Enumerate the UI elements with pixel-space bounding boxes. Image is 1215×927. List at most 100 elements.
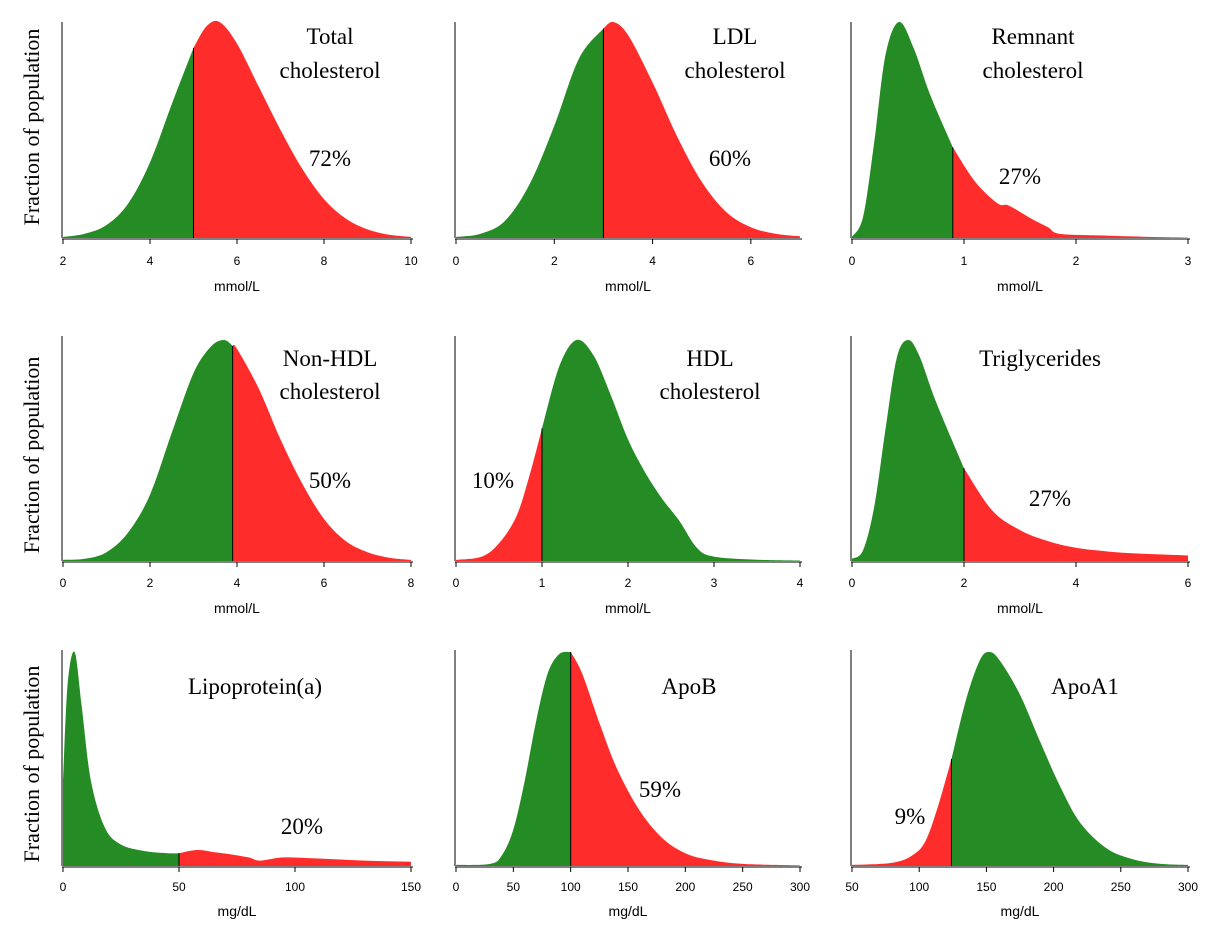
x-tick-label: 2: [147, 576, 154, 590]
x-axis-label: mmol/L: [214, 600, 260, 616]
area-below-cutoff: [456, 28, 604, 238]
row-1-ylabel: Fraction of population: [19, 29, 44, 226]
x-axis-label: mmol/L: [605, 278, 651, 294]
x-tick-label: 50: [507, 880, 521, 894]
panel-9: 50 100 150 200 250 300 mg/dL ApoA1 9%: [845, 650, 1198, 919]
area-below-cutoff: [456, 428, 542, 561]
x-tick-label: 2: [625, 576, 632, 590]
x-tick-label: 200: [1044, 880, 1064, 894]
area-below-cutoff: [63, 339, 233, 561]
percent-label: 60%: [709, 146, 751, 171]
x-tick-label: 4: [797, 576, 804, 590]
ylabel-text: Fraction of population: [19, 29, 44, 226]
x-axis-label: mmol/L: [214, 278, 260, 294]
panel-title: Triglycerides: [979, 346, 1101, 371]
x-tick-label: 10: [404, 254, 418, 268]
row-3-ylabel: Fraction of population: [19, 666, 44, 863]
x-tick-label: 4: [1073, 576, 1080, 590]
area-below-cutoff: [852, 339, 964, 561]
percent-label: 27%: [999, 164, 1041, 189]
percent-label: 27%: [1029, 486, 1071, 511]
panel-title: cholesterol: [660, 379, 761, 404]
x-tick-label: 4: [234, 576, 241, 590]
x-tick-label: 0: [60, 576, 67, 590]
x-tick-label: 2: [961, 576, 968, 590]
area-above-cutoff: [951, 652, 1188, 866]
x-tick-label: 300: [1178, 880, 1198, 894]
area-above-cutoff: [952, 147, 1188, 238]
area-above-cutoff: [179, 849, 411, 866]
panel-2: 0 2 4 6 mmol/L LDL cholesterol 60%: [453, 21, 802, 294]
x-tick-label: 3: [711, 576, 718, 590]
percent-label: 20%: [281, 814, 323, 839]
area-above-cutoff: [964, 468, 1188, 561]
panel-title: HDL: [686, 346, 733, 371]
panel-title: cholesterol: [983, 58, 1084, 83]
x-tick-label: 50: [172, 880, 186, 894]
x-tick-label: 0: [60, 880, 67, 894]
x-axis-label: mmol/L: [997, 600, 1043, 616]
x-tick-label: 4: [147, 254, 154, 268]
x-tick-label: 200: [675, 880, 695, 894]
x-tick-label: 2: [551, 254, 558, 268]
panel-title: ApoB: [662, 674, 717, 699]
x-tick-label: 8: [408, 576, 415, 590]
x-tick-label: 0: [849, 576, 856, 590]
area-below-cutoff: [852, 759, 952, 866]
x-tick-label: 50: [845, 880, 859, 894]
x-tick-label: 150: [976, 880, 996, 894]
x-axis-label: mmol/L: [605, 600, 651, 616]
x-tick-label: 8: [321, 254, 328, 268]
x-tick-label: 6: [1185, 576, 1192, 590]
row-2-ylabel: Fraction of population: [19, 357, 44, 554]
x-tick-label: 250: [733, 880, 753, 894]
area-below-cutoff: [63, 47, 194, 239]
area-above-cutoff: [193, 20, 411, 238]
x-tick-label: 6: [321, 576, 328, 590]
x-tick-label: 150: [618, 880, 638, 894]
percent-label: 72%: [309, 146, 351, 171]
x-tick-label: 2: [60, 254, 67, 268]
x-tick-label: 3: [1185, 254, 1192, 268]
x-tick-label: 0: [453, 880, 460, 894]
x-tick-label: 4: [649, 254, 656, 268]
x-tick-label: 0: [849, 254, 856, 268]
x-tick-label: 2: [1073, 254, 1080, 268]
panel-title: Lipoprotein(a): [188, 674, 322, 699]
x-tick-label: 300: [790, 880, 810, 894]
panel-title: cholesterol: [685, 58, 786, 83]
panel-3: 0 1 2 3 mmol/L Remnant cholesterol 27%: [849, 21, 1192, 294]
percent-label: 59%: [639, 777, 681, 802]
percent-label: 9%: [895, 804, 926, 829]
panel-title: cholesterol: [280, 379, 381, 404]
area-below-cutoff: [852, 21, 953, 238]
area-above-cutoff: [232, 344, 411, 561]
panel-title: ApoA1: [1051, 674, 1119, 699]
ylabel-text: Fraction of population: [19, 666, 44, 863]
x-tick-label: 1: [961, 254, 968, 268]
area-above-cutoff: [542, 339, 800, 561]
x-axis-label: mg/dL: [1001, 903, 1040, 919]
area-above-cutoff: [570, 652, 800, 866]
percent-label: 50%: [309, 468, 351, 493]
area-below-cutoff: [456, 651, 571, 866]
panel-6: 0 2 4 6 mmol/L Triglycerides 27%: [849, 336, 1192, 616]
panel-7: 0 50 100 150 mg/dL Lipoprotein(a) 20%: [60, 650, 421, 919]
area-above-cutoff: [603, 21, 800, 238]
x-tick-label: 0: [453, 576, 460, 590]
panel-4: 0 2 4 6 8 mmol/L Non-HDL cholesterol 50%: [60, 336, 415, 616]
x-tick-label: 6: [748, 254, 755, 268]
x-tick-label: 250: [1111, 880, 1131, 894]
percent-label: 10%: [472, 468, 514, 493]
x-axis-label: mmol/L: [997, 278, 1043, 294]
x-tick-label: 150: [401, 880, 421, 894]
x-tick-label: 0: [453, 254, 460, 268]
area-below-cutoff: [63, 651, 179, 866]
panel-title: Remnant: [991, 24, 1075, 49]
x-tick-label: 100: [285, 880, 305, 894]
x-tick-label: 1: [539, 576, 546, 590]
x-tick-label: 6: [234, 254, 241, 268]
x-tick-label: 100: [561, 880, 581, 894]
panel-title: LDL: [713, 24, 758, 49]
